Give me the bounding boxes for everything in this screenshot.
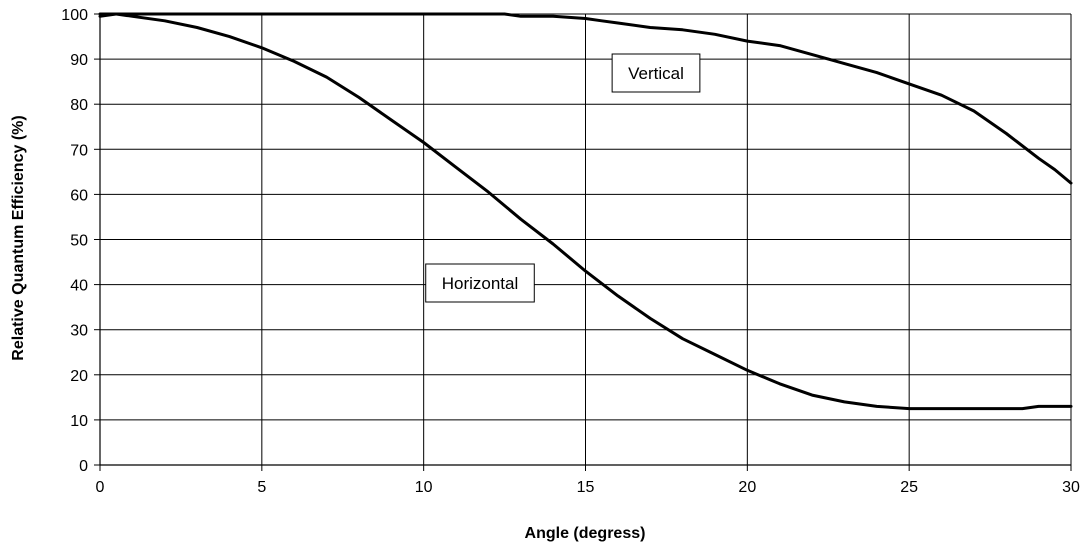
y-tick-label: 20 (70, 368, 88, 385)
x-tick-label: 0 (96, 479, 105, 496)
series-line-horizontal (98, 12, 1073, 411)
series-line-vertical (98, 12, 1073, 185)
x-tick-label: 25 (900, 479, 918, 496)
series-label-text: Vertical (628, 64, 684, 83)
x-tick-label: 20 (738, 479, 756, 496)
series-label-text: Horizontal (442, 274, 519, 293)
series-label-box (611, 53, 701, 93)
series-label-horizontal: Horizontal (425, 263, 535, 303)
x-tick-label: 30 (1062, 479, 1080, 496)
y-tick-label: 10 (70, 413, 88, 430)
y-tick-label: 40 (70, 278, 88, 295)
series-label-vertical: Vertical (611, 53, 701, 93)
y-tick-label: 90 (70, 52, 88, 69)
x-axis-title: Angle (degress) (525, 525, 646, 542)
x-tick-label: 5 (257, 479, 266, 496)
series-label-box (425, 263, 535, 303)
y-tick-label: 100 (61, 7, 88, 24)
y-tick-label: 0 (79, 458, 88, 475)
series-labels: Vertical Horizontal (425, 53, 701, 303)
y-tick-label: 80 (70, 97, 88, 114)
series-lines (98, 12, 1073, 411)
y-tick-label: 60 (70, 187, 88, 204)
y-tick-label: 30 (70, 323, 88, 340)
x-tick-label: 10 (415, 479, 433, 496)
y-tick-label: 50 (70, 233, 88, 250)
y-tick-label: 70 (70, 142, 88, 159)
grid-lines (99, 13, 1072, 466)
x-tick-label: 15 (577, 479, 595, 496)
y-axis-title: Relative Quantum Efficiency (%) (10, 115, 27, 360)
axis-ticks: 0 10 20 30 40 50 60 70 80 90 100 0 5 10 15 20 25 30 (61, 7, 1080, 496)
